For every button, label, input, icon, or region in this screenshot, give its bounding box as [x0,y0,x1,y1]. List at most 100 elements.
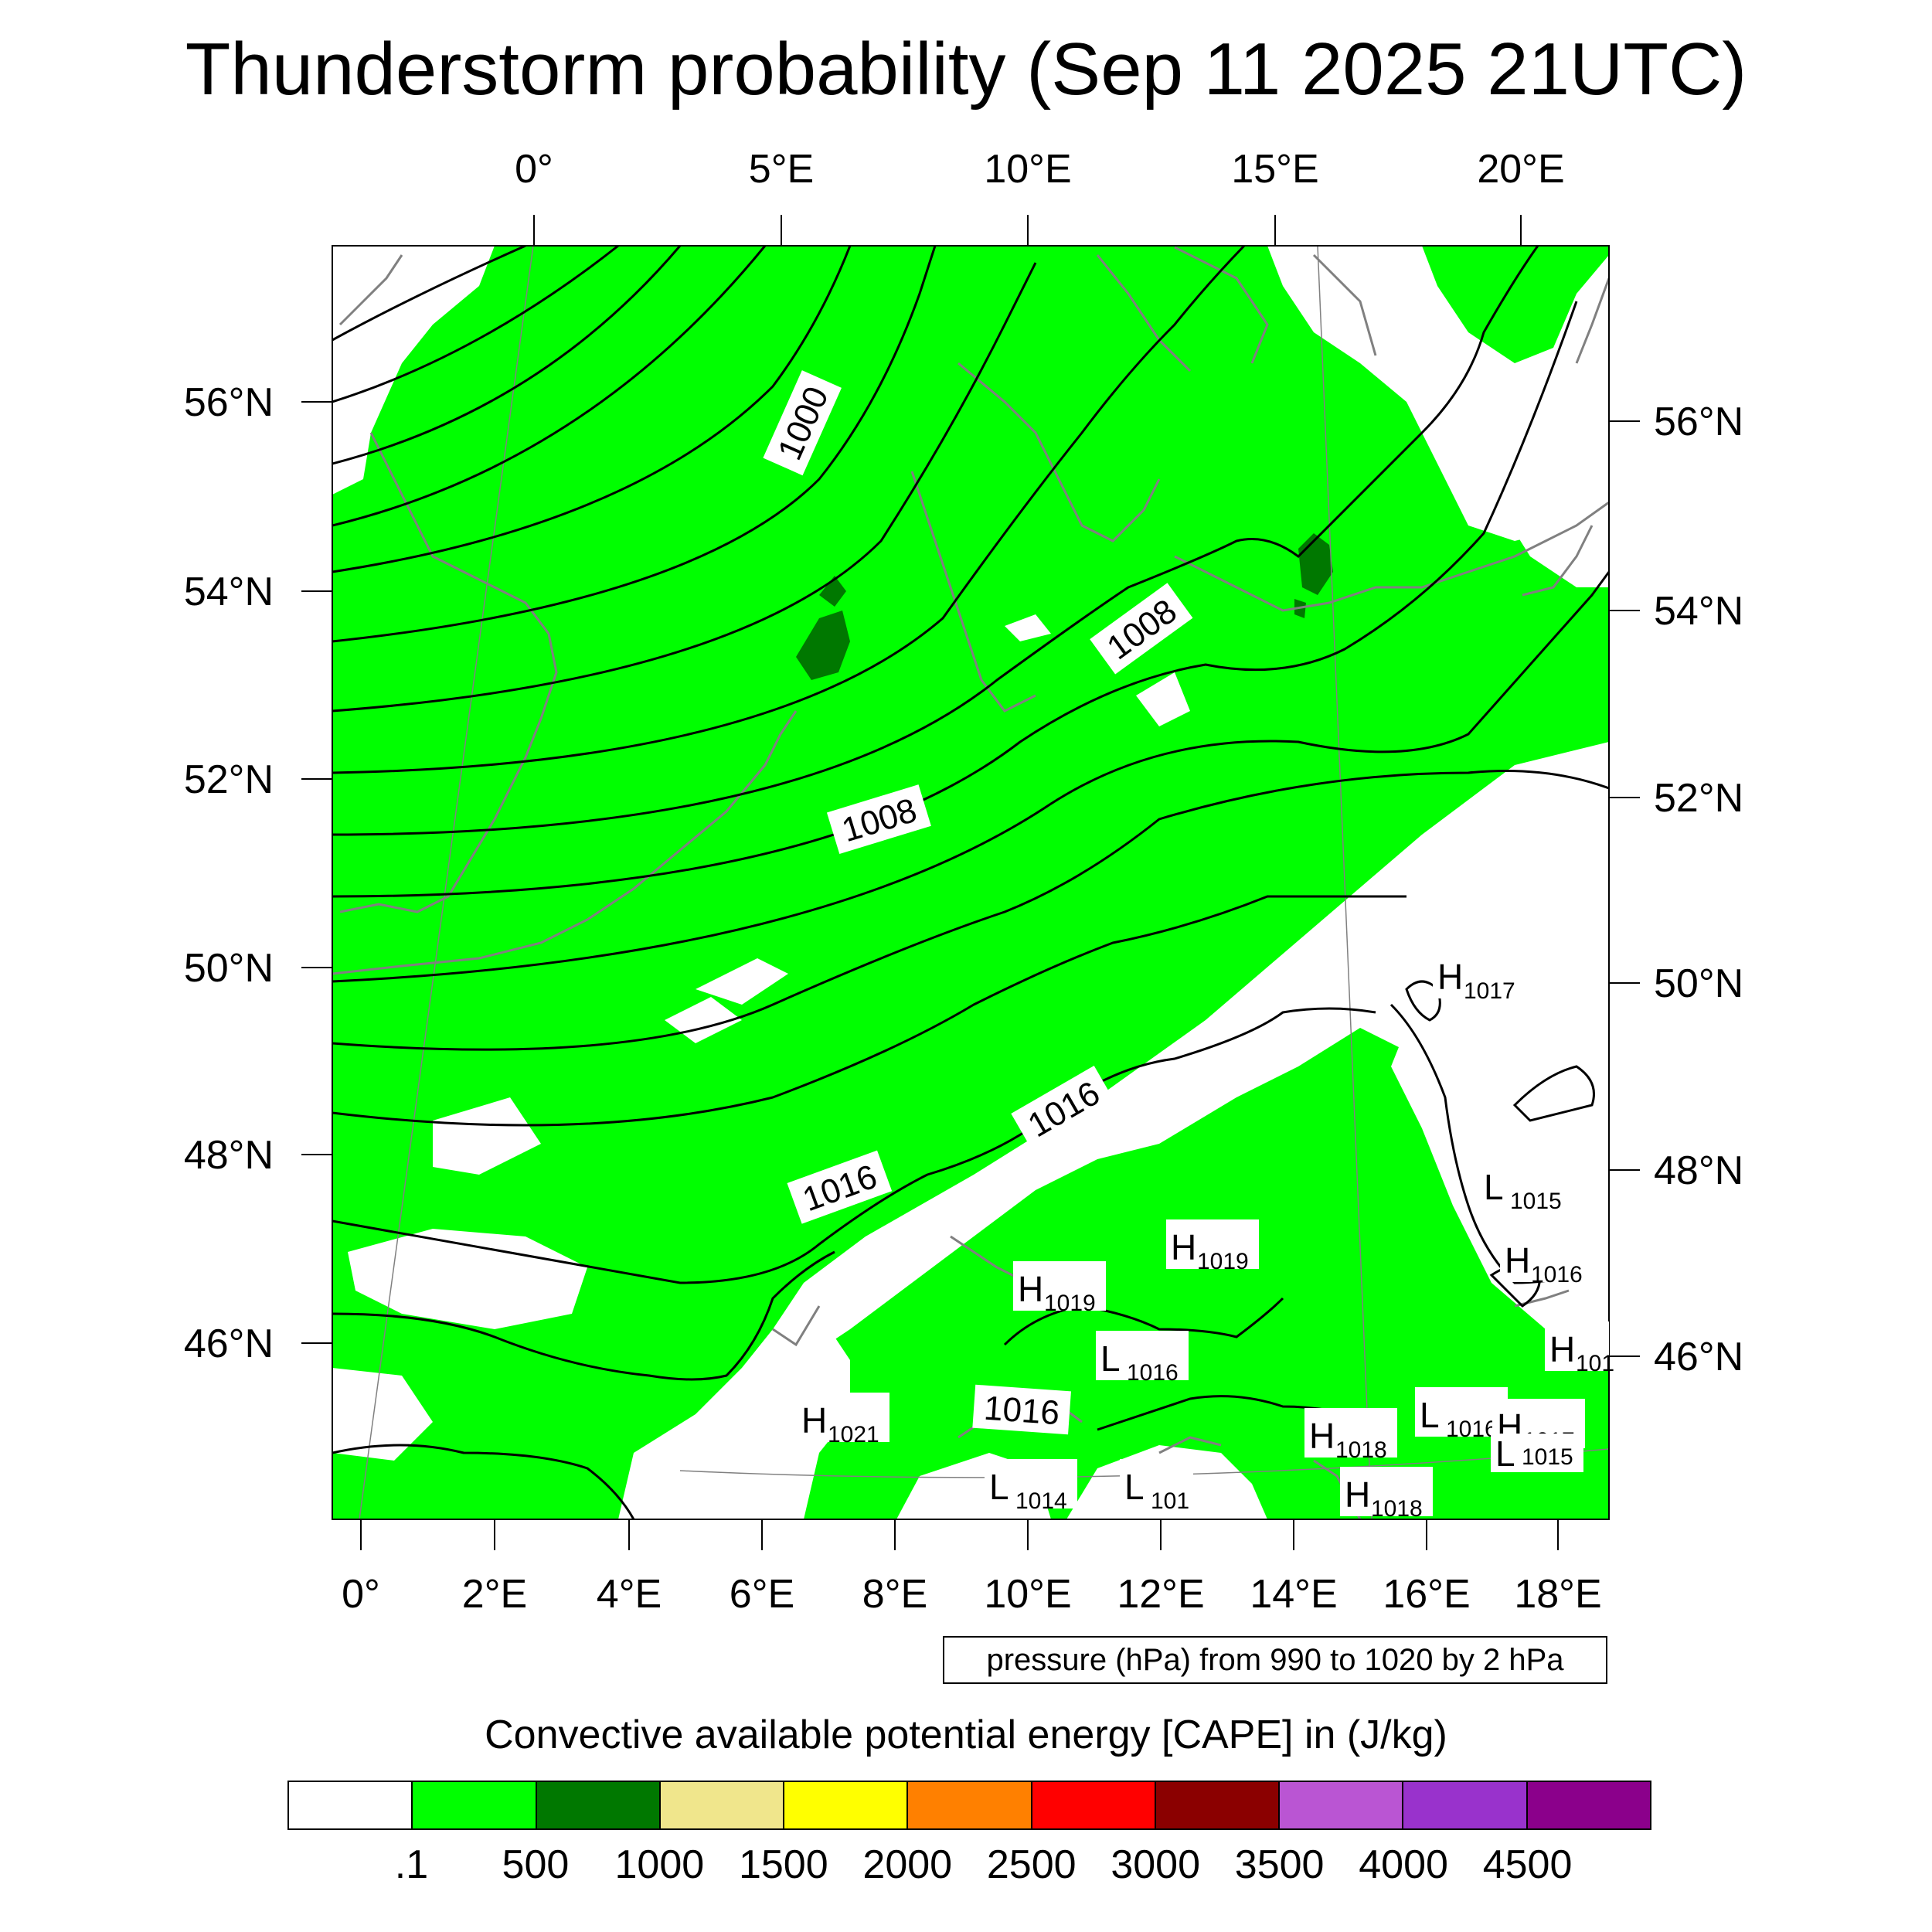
pressure-center: H 1017 [1433,949,1526,1004]
pressure-center: H 1018 [1340,1467,1433,1522]
svg-text:101: 101 [1151,1488,1189,1514]
left-lat-label: 52°N [184,757,274,802]
right-lat-labels: 56°N 54°N 52°N 50°N 48°N 46°N [1654,400,1743,1379]
left-lat-label: 46°N [184,1321,274,1366]
bottom-lon-label: 18°E [1514,1572,1601,1617]
pressure-center: H 1021 [797,1393,889,1447]
svg-text:L: L [1484,1167,1504,1207]
bottom-lon-label: 14°E [1250,1572,1337,1617]
bottom-lon-label: 2°E [462,1572,527,1617]
bottom-lon-label: 16°E [1383,1572,1470,1617]
pressure-center: L 101 [1120,1459,1193,1514]
svg-text:1019: 1019 [1044,1291,1096,1316]
pressure-note: pressure (hPa) from 990 to 1020 by 2 hPa [943,1636,1607,1684]
left-lat-labels: 56°N 54°N 52°N 50°N 48°N 46°N [184,380,274,1366]
svg-text:1016: 1016 [1446,1417,1498,1442]
colorbar-swatch [413,1782,537,1828]
svg-text:H: H [1549,1329,1575,1369]
top-lon-label: 20°E [1477,147,1564,192]
colorbar-label: 1000 [614,1842,705,1887]
pressure-center: H 1019 [1013,1261,1106,1316]
svg-text:1015: 1015 [1510,1189,1562,1214]
svg-text:H: H [1345,1475,1370,1515]
pressure-center: H 1019 [1166,1219,1259,1274]
svg-text:L: L [1495,1434,1515,1474]
top-lon-label: 15°E [1231,147,1318,192]
top-lon-labels: 0° 5°E 10°E 15°E 20°E [515,147,1565,192]
svg-text:1018: 1018 [1371,1496,1423,1522]
top-lon-label: 10°E [984,147,1071,192]
svg-text:H: H [1171,1227,1196,1267]
colorbar-label: 2000 [862,1842,953,1887]
svg-text:H: H [1505,1240,1530,1281]
svg-text:1016: 1016 [1531,1262,1583,1287]
colorbar-swatch [908,1782,1032,1828]
svg-text:101: 101 [1576,1351,1614,1376]
bottom-lon-label: 6°E [730,1572,794,1617]
top-lon-label: 5°E [749,147,814,192]
svg-text:1016: 1016 [982,1389,1060,1433]
svg-text:102: 102 [560,1519,598,1545]
right-lat-label: 56°N [1654,400,1743,444]
right-lat-label: 52°N [1654,776,1743,821]
right-lat-label: 50°N [1654,961,1743,1006]
bottom-lon-labels: 0° 2°E 4°E 6°E 8°E 10°E 12°E 14°E 16°E 1… [342,1572,1602,1617]
left-lat-label: 48°N [184,1133,274,1178]
colorbar-label: 500 [502,1842,570,1887]
isobar-label: 1016 [972,1384,1071,1435]
pressure-center: H 1018 [1304,1408,1397,1463]
svg-text:H: H [1437,957,1463,997]
pressure-centers: H 1017 L 1015 H 1019 H 1019 H 1016 L 101… [560,949,1614,1545]
bottom-lon-label: 12°E [1117,1572,1204,1617]
coastlines [332,246,1609,1519]
svg-text:L: L [1100,1338,1121,1379]
cape-field [332,246,1609,1519]
svg-text:1016: 1016 [1127,1360,1179,1386]
isobars [332,246,1609,1519]
colorbar-labels: .1 500 1000 1500 2000 2500 3000 3500 4000 4500 [0,1839,1932,1893]
colorbar-label: 3500 [1234,1842,1325,1887]
svg-text:1018: 1018 [1335,1437,1387,1463]
svg-text:1019: 1019 [1197,1249,1249,1274]
svg-text:H: H [1018,1269,1043,1309]
svg-text:H: H [801,1400,827,1440]
colorbar-label: .1 [394,1842,429,1887]
left-lat-label: 56°N [184,380,274,425]
svg-text:L: L [1124,1467,1145,1507]
bottom-lon-label: 0° [342,1572,380,1617]
colorbar-swatch [1032,1782,1156,1828]
pressure-center: L 1014 [985,1459,1077,1514]
legend-title: Convective available potential energy [C… [485,1713,1447,1757]
colorbar-swatch [289,1782,413,1828]
colorbar-swatch [1403,1782,1528,1828]
right-lat-label: 46°N [1654,1335,1743,1379]
left-lat-label: 50°N [184,946,274,991]
pressure-center: L 1016 [1096,1331,1189,1386]
colorbar-label: 4500 [1482,1842,1573,1887]
colorbar-label: 3000 [1111,1842,1201,1887]
pressure-center: L 1015 [1479,1159,1572,1214]
colorbar-swatch [536,1782,661,1828]
pressure-center: L 1015 [1491,1434,1583,1474]
chart-title: Thunderstorm probability (Sep 11 2025 21… [185,28,1747,111]
colorbar-label: 2500 [986,1842,1077,1887]
colorbar-swatch [1155,1782,1281,1828]
bottom-lon-label: 10°E [984,1572,1071,1617]
svg-text:1021: 1021 [828,1422,879,1447]
bottom-lon-label: 8°E [862,1572,927,1617]
bottom-lon-label: 4°E [597,1572,662,1617]
svg-text:1017: 1017 [1464,978,1515,1004]
tick-marks [301,215,1640,1550]
colorbar-swatch [660,1782,785,1828]
map-frame [332,245,1610,1520]
right-lat-label: 54°N [1654,589,1743,634]
colorbar-swatch [1280,1782,1404,1828]
colorbar-swatch [1527,1782,1650,1828]
svg-text:L: L [989,1467,1009,1507]
svg-text:1014: 1014 [1015,1488,1067,1514]
svg-text:1015: 1015 [1522,1444,1573,1470]
left-lat-label: 54°N [184,570,274,614]
pressure-center: H 1016 [1500,1233,1593,1287]
top-lon-label: 0° [515,147,553,192]
